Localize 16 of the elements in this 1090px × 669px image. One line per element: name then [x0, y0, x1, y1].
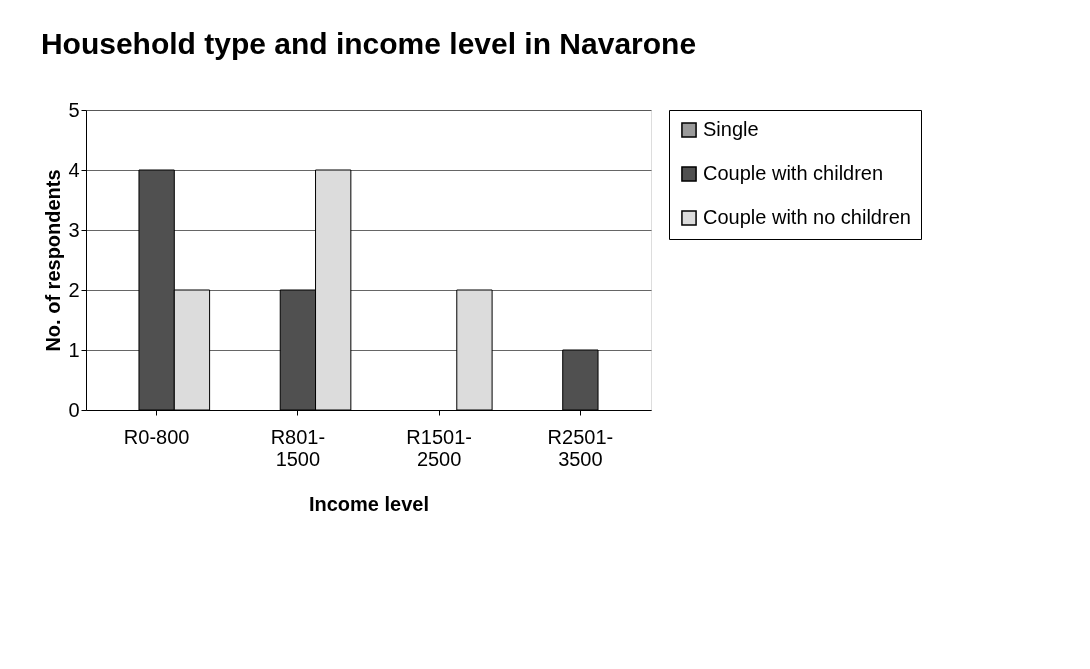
x-tick-label: R1501-2500 — [406, 425, 472, 470]
y-tick-label: 1 — [68, 338, 80, 361]
y-tick-label: 5 — [68, 98, 80, 121]
y-tick-label: 4 — [68, 158, 80, 181]
y-axis-title: No. of respondents — [42, 169, 65, 352]
x-tick-label: R0-800 — [123, 425, 190, 448]
y-tick-label: 0 — [68, 398, 80, 421]
x-axis-title: Income level — [308, 492, 430, 515]
y-tick-label: 3 — [68, 218, 80, 241]
x-tick-label: R2501-3500 — [547, 425, 614, 470]
legend-label: Single — [703, 118, 759, 140]
legend-label: Couple with no children — [703, 206, 911, 228]
legend-label: Couple with children — [703, 162, 884, 184]
y-tick-label: 2 — [68, 278, 80, 301]
chart-title: Household type and income level in Navarone — [40, 27, 697, 60]
x-tick-label: R801-1500 — [270, 425, 326, 470]
